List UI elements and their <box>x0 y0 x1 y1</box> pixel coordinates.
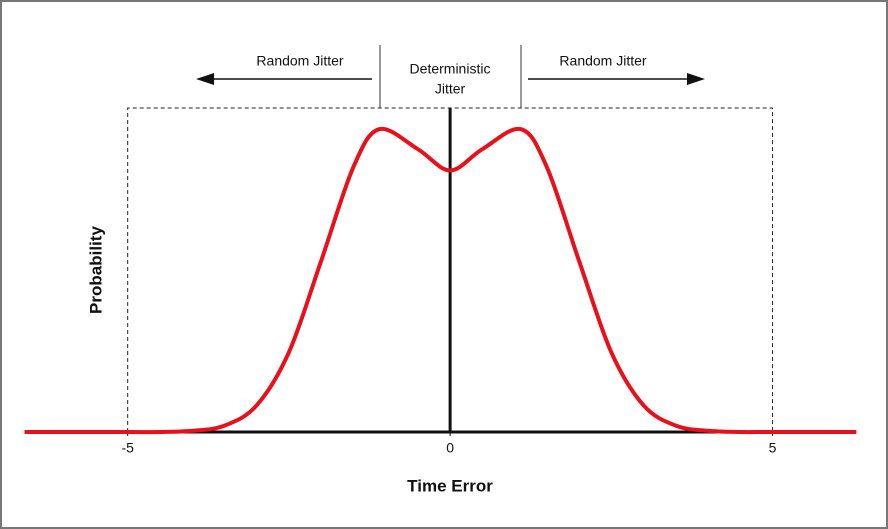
x-tick-label: -5 <box>121 440 134 456</box>
arrow-head <box>196 73 214 85</box>
x-tick-label: 5 <box>769 440 777 456</box>
x-tick-label: 0 <box>446 440 454 456</box>
x-axis-label: Time Error <box>407 476 493 495</box>
annotation: Random Jitter <box>559 53 646 69</box>
annotation: Deterministic <box>410 61 491 77</box>
y-axis-label: Probability <box>86 226 105 314</box>
annotation: Jitter <box>435 81 466 97</box>
series-line <box>24 126 857 435</box>
arrow-head <box>687 73 705 85</box>
annotation: Random Jitter <box>256 53 343 69</box>
